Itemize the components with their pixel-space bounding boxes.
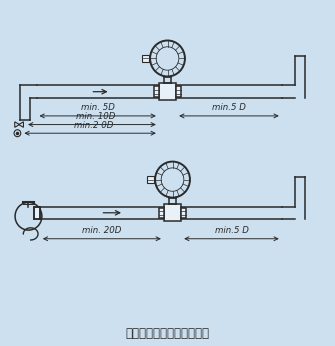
Text: min.5 D: min.5 D: [214, 226, 249, 235]
Text: min. 10D: min. 10D: [76, 112, 115, 121]
Text: min. 20D: min. 20D: [82, 226, 122, 235]
Bar: [147, 176, 154, 183]
Text: min. 5D: min. 5D: [81, 103, 115, 112]
FancyBboxPatch shape: [164, 204, 181, 221]
Text: min.2 0D: min.2 0D: [74, 121, 113, 130]
FancyBboxPatch shape: [159, 83, 176, 100]
Text: 弯管、阀门和泵之间的安装: 弯管、阀门和泵之间的安装: [126, 327, 209, 340]
Bar: [159, 208, 164, 218]
Bar: [154, 86, 159, 97]
Bar: [34, 207, 40, 219]
Bar: [142, 55, 149, 62]
Bar: [176, 86, 181, 97]
Bar: [181, 208, 186, 218]
Text: min.5 D: min.5 D: [212, 103, 246, 112]
